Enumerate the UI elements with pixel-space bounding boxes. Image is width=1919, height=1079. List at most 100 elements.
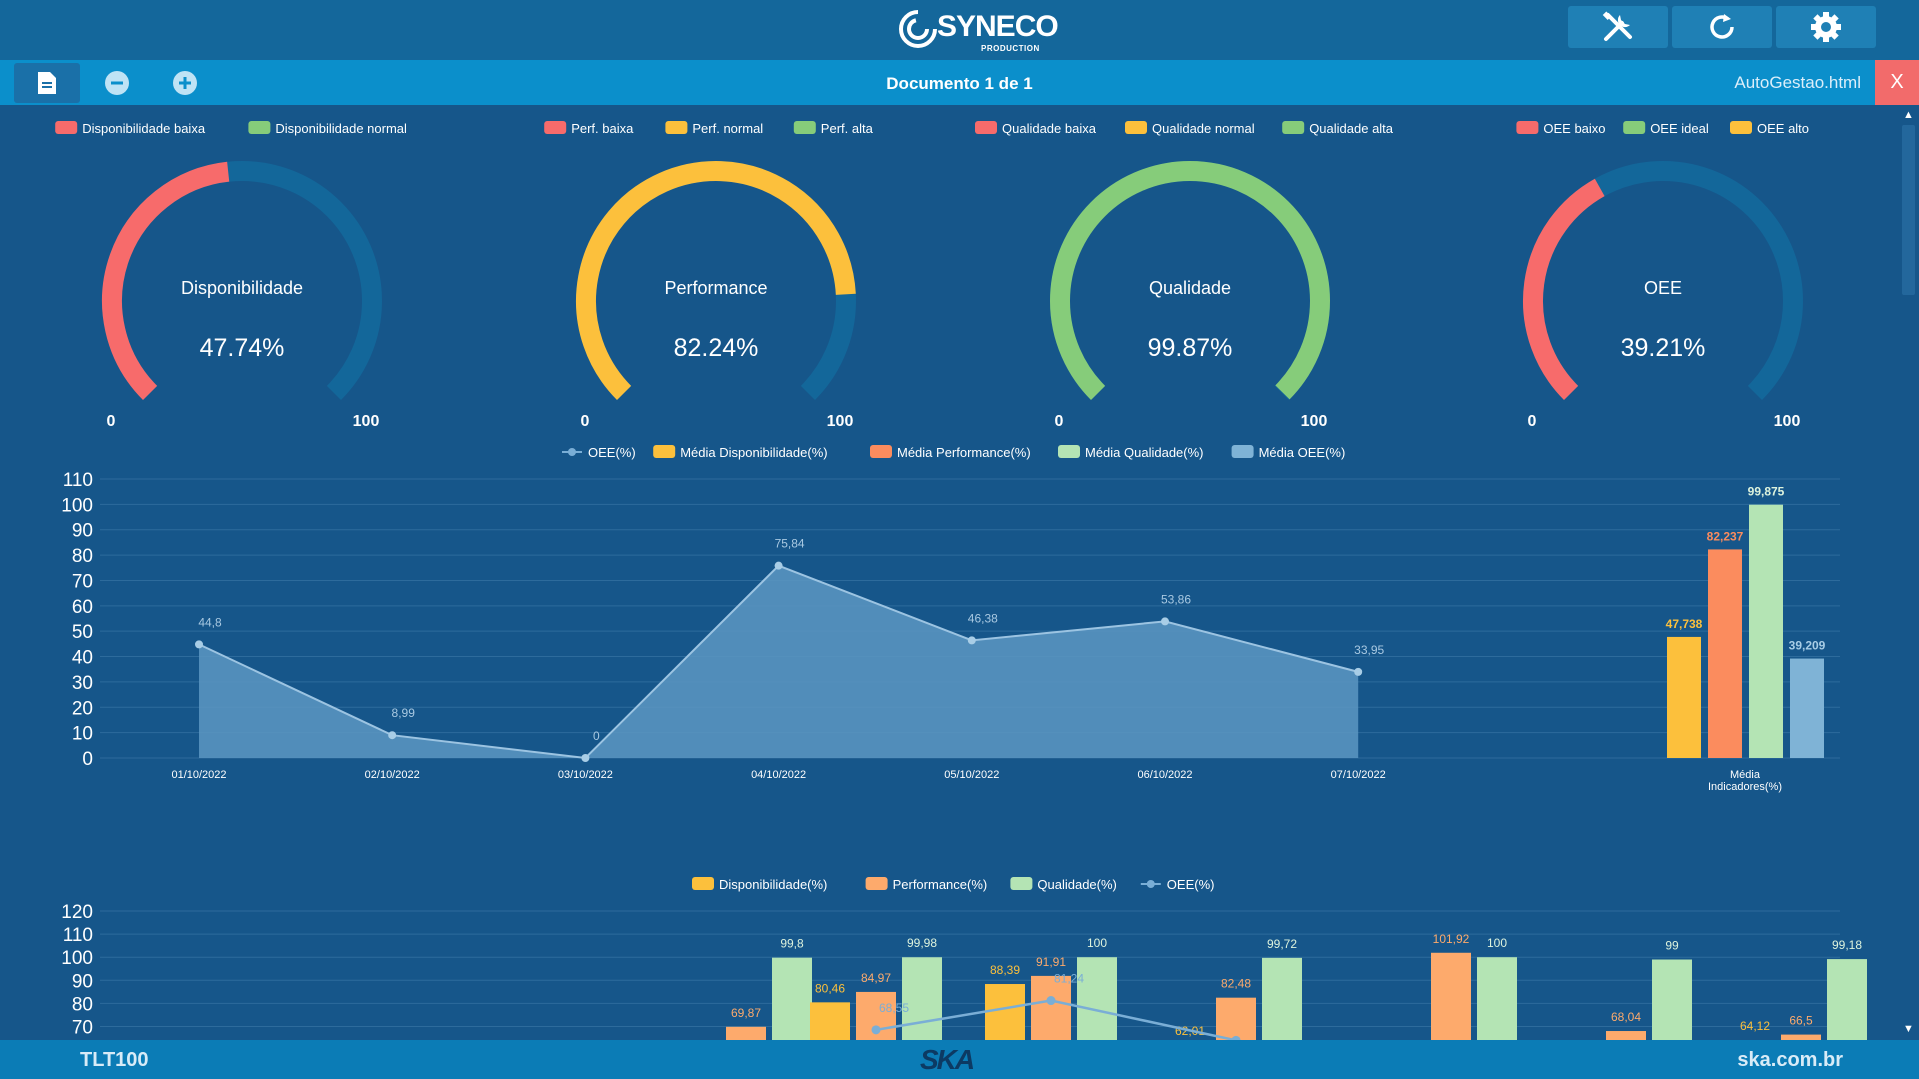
chart2-ytick-label: 120: [61, 902, 93, 923]
chart1-average-data-label: 39,209: [1789, 639, 1826, 653]
chart2-ytick-label: 90: [72, 971, 93, 992]
vertical-scrollbar[interactable]: ▲ ▼: [1898, 105, 1919, 1040]
chart1-oee-point: [1161, 617, 1169, 626]
gauge-legend-swatch: [793, 121, 816, 134]
chart2-oee-data-label: 68,55: [879, 1001, 909, 1015]
chart1-xtick-label: 06/10/2022: [1137, 769, 1192, 781]
chart2-legend-label: Qualidade(%): [1037, 877, 1117, 892]
chart2-oee-point: [1231, 1035, 1241, 1040]
gauge-legend-swatch: [1125, 121, 1147, 134]
chart2-data-label: 80,46: [815, 981, 845, 995]
chart2-bar-qual: [902, 957, 942, 1040]
gauge-title: Disponibilidade: [181, 278, 303, 298]
chart1-oee-data-label: 46,38: [968, 611, 998, 625]
chart2-data-label: 64,12: [1740, 1019, 1770, 1033]
document-toolbar: Documento 1 de 1 AutoGestao.html X: [0, 60, 1919, 105]
chart1-ytick-label: 10: [72, 724, 93, 745]
scroll-down-icon[interactable]: ▼: [1903, 1023, 1914, 1035]
gauge-legend-label: Qualidade baixa: [1002, 121, 1097, 136]
gauge-legend-label: OEE ideal: [1650, 121, 1709, 136]
chart1-ytick-label: 20: [72, 698, 93, 719]
chart1-oee-data-label: 75,84: [775, 537, 805, 551]
gauge-value-arc: [1523, 178, 1605, 400]
settings-button[interactable]: [1776, 6, 1876, 48]
gauge-legend-swatch: [1282, 121, 1305, 134]
chart2-legend-label: Disponibilidade(%): [719, 877, 827, 892]
chart1-ytick-label: 50: [72, 622, 93, 643]
ska-logo: SKA: [920, 1044, 975, 1075]
chart1-legend-label: Média OEE(%): [1259, 445, 1346, 460]
chart1-ytick-label: 110: [63, 470, 93, 491]
gauge-min-label: 0: [107, 413, 116, 430]
gauge-value-arc: [102, 161, 230, 400]
chart2-data-label: 100: [1487, 936, 1507, 950]
chart2-data-label: 88,39: [990, 963, 1020, 977]
chart1-ytick-label: 0: [82, 749, 93, 770]
chart2-ytick-label: 70: [72, 1018, 93, 1039]
gauge-oee: OEE baixo OEE ideal OEE alto OEE 39.21% 0 100: [1516, 121, 1809, 430]
gauge-legend-label: OEE alto: [1757, 121, 1809, 136]
chart2-bar-qual: [1262, 957, 1302, 1040]
gear-icon: [1811, 12, 1841, 42]
chart2-plot-area: 69,8799,880,4684,9799,9888,3991,9110062,…: [726, 932, 1867, 1040]
gauge-legend-swatch: [544, 121, 567, 134]
tools-button[interactable]: [1568, 6, 1668, 48]
gauge-performance: Perf. baixa Perf. normal Perf. alta Perform…: [544, 121, 874, 430]
chart1-oee-data-label: 44,8: [198, 615, 222, 629]
zoom-out-button[interactable]: [84, 63, 150, 103]
gauge-legend-swatch: [665, 121, 688, 134]
brand-subtitle: PRODUCTION: [981, 44, 1040, 53]
chart2-ytick-label: 100: [61, 948, 93, 969]
chart1-legend-swatch: [1231, 445, 1254, 458]
chart2-bar-disp: [985, 984, 1025, 1040]
chart2-legend-swatch: [692, 877, 714, 890]
chart2-bar-perf: [1216, 997, 1256, 1040]
scroll-thumb[interactable]: [1902, 125, 1915, 295]
chart2-legend-label: OEE(%): [1167, 877, 1215, 892]
chart1-ytick-label: 90: [72, 521, 93, 542]
chart2-oee-data-label: 81,24: [1054, 972, 1084, 986]
chart1-oee-data-label: 33,95: [1354, 643, 1384, 657]
chart1-oee-point: [581, 754, 590, 762]
report-canvas: Disponibilidade baixa Disponibilidade nor…: [55, 121, 1867, 1040]
chart1-xtick-label: 02/10/2022: [365, 769, 420, 781]
chart1-ytick-label: 60: [72, 597, 93, 618]
chart1-oee-point: [195, 640, 203, 649]
gauge-value-arc: [1050, 161, 1330, 400]
chart1-ytick-label: 30: [72, 673, 93, 694]
chart2-ytick-label: 110: [63, 925, 93, 946]
chart1-ytick-label: 80: [72, 546, 93, 567]
chart1-average-category-label: Indicadores(%): [1708, 781, 1782, 793]
document-page-indicator: Documento 1 de 1: [886, 74, 1033, 93]
gauge-max-label: 100: [1774, 413, 1801, 430]
chart1-xtick-label: 01/10/2022: [171, 769, 226, 781]
chart1-oee-point: [774, 561, 783, 570]
chart2-oee-point: [871, 1025, 881, 1035]
device-name: TLT100: [80, 1049, 149, 1071]
gauge-value: 39.21%: [1621, 334, 1706, 362]
chart1-average-data-label: 47,738: [1666, 617, 1703, 631]
gauge-legend-swatch: [975, 121, 997, 134]
chart2-legend-dot-marker: [1146, 880, 1155, 888]
gauge-title: Qualidade: [1149, 278, 1231, 298]
gauge-legend-swatch: [1516, 121, 1539, 134]
chart2-oee-point: [1046, 996, 1056, 1006]
chart1-xtick-label: 05/10/2022: [944, 769, 999, 781]
app-footer: TLT100 SKA ska.com.br: [0, 1040, 1919, 1079]
chart1-legend-swatch: [870, 445, 892, 458]
document-button[interactable]: [14, 63, 80, 103]
chart1-ytick-label: 100: [61, 495, 93, 516]
chart1-average-bar: [1667, 636, 1701, 758]
chart1-average-bar: [1708, 549, 1742, 758]
chart2-data-label: 99,98: [907, 936, 937, 950]
chart2-data-label: 91,91: [1036, 955, 1066, 969]
zoom-in-button[interactable]: [152, 63, 218, 103]
chart2-bar-qual: [1827, 959, 1867, 1040]
gauge-min-label: 0: [581, 413, 590, 430]
chart2-legend-swatch: [865, 877, 888, 890]
refresh-button[interactable]: [1672, 6, 1772, 48]
close-button[interactable]: X: [1875, 60, 1919, 105]
gauges-section: Disponibilidade baixa Disponibilidade nor…: [55, 121, 1809, 430]
chart1-legend-label: OEE(%): [588, 445, 636, 460]
scroll-up-icon[interactable]: ▲: [1903, 109, 1914, 121]
